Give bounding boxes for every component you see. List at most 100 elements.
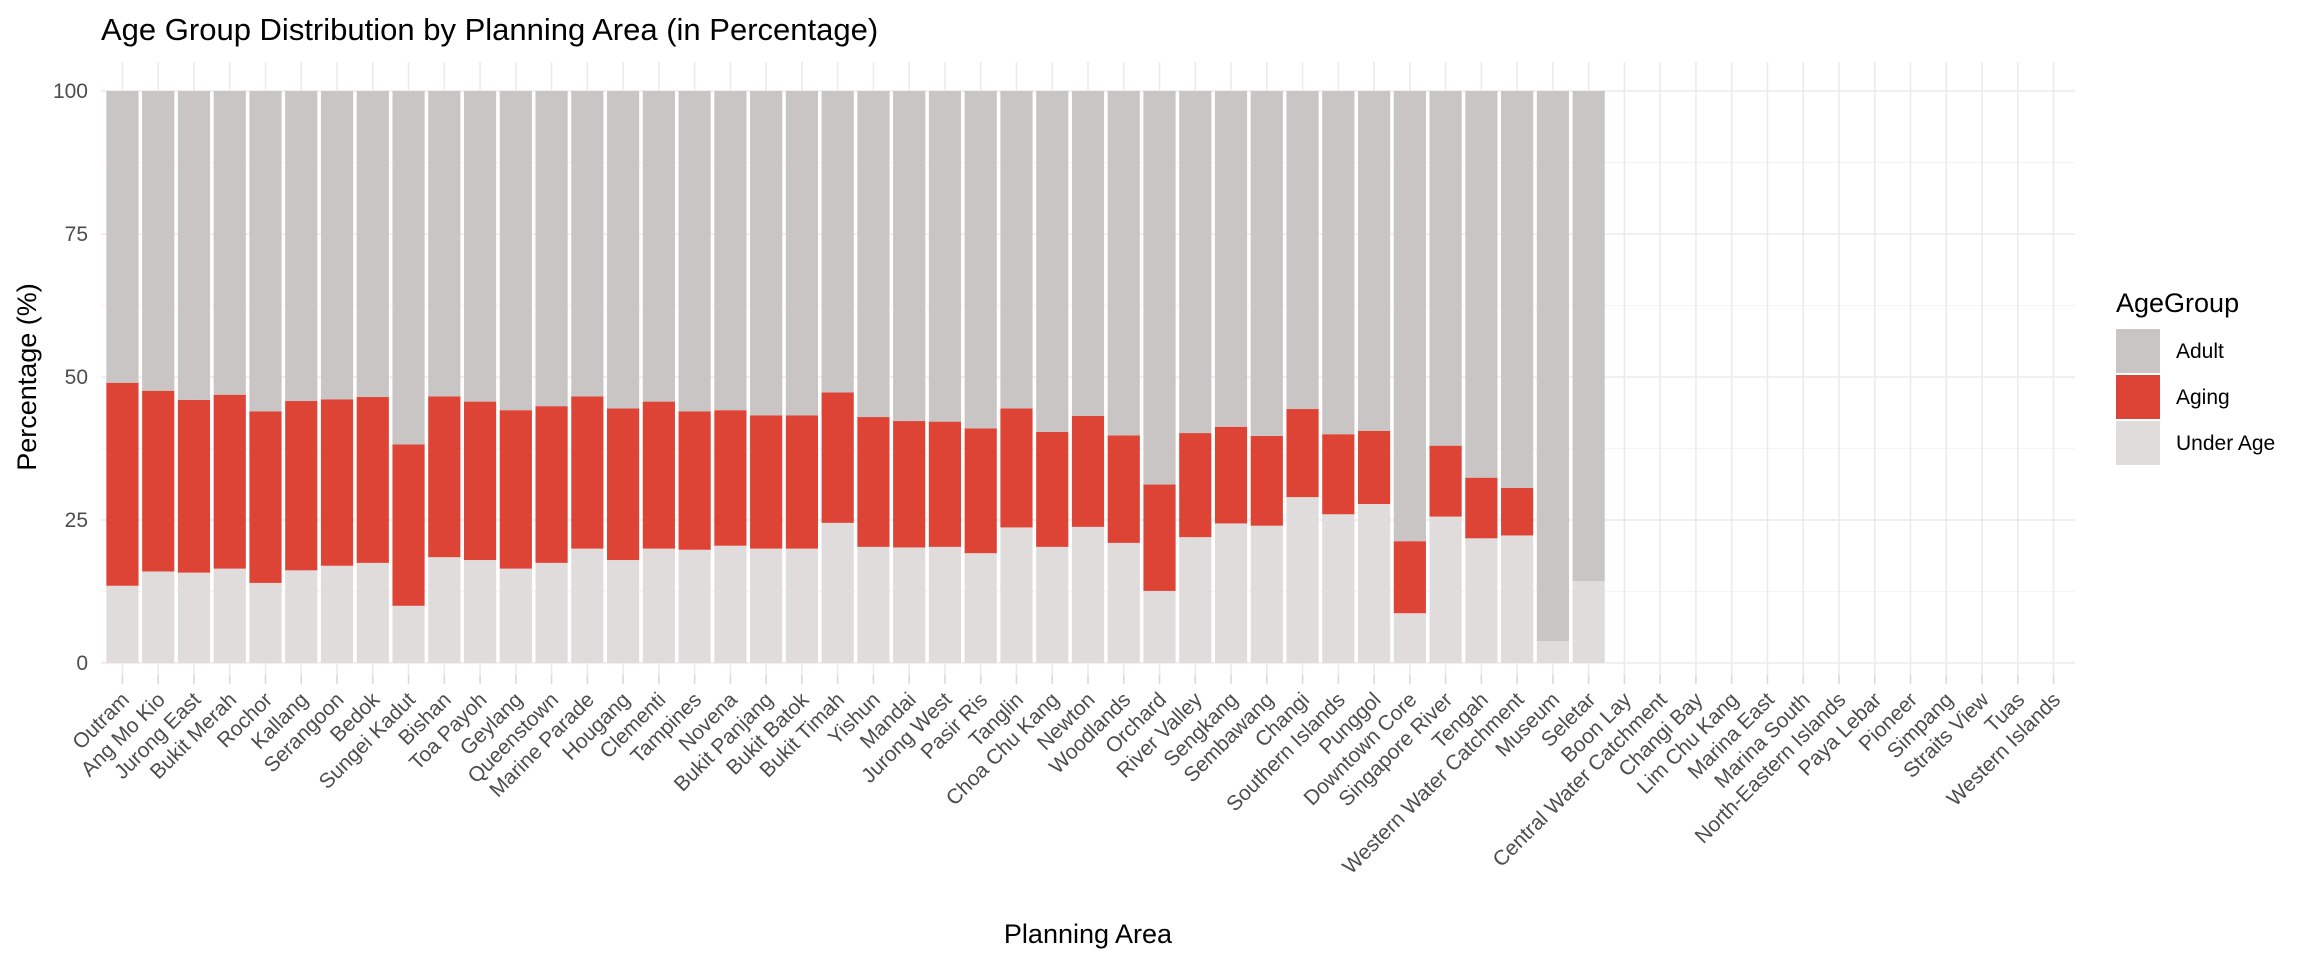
y-tick-label: 0 — [76, 652, 88, 675]
bar-aging — [857, 417, 890, 547]
legend: AgeGroup Adult Aging Under Age — [2116, 288, 2275, 465]
legend-label: Under Age — [2176, 432, 2275, 455]
bar-under-age — [964, 553, 997, 663]
bar-aging — [1501, 487, 1534, 536]
bar-under-age — [142, 571, 175, 663]
bar-aging — [642, 401, 675, 549]
bar-aging — [106, 382, 139, 586]
bar-adult — [213, 91, 246, 395]
bar-under-age — [535, 562, 568, 663]
bar-adult — [1036, 91, 1069, 432]
bar-aging — [177, 399, 211, 573]
bar-aging — [750, 415, 783, 549]
bar-aging — [142, 390, 175, 572]
bar-adult — [392, 91, 425, 445]
bar-under-age — [285, 570, 318, 663]
bar-aging — [785, 415, 818, 549]
bar-under-age — [1036, 546, 1069, 663]
bar-aging — [1322, 434, 1355, 515]
bar-adult — [1429, 91, 1462, 446]
bar-aging — [428, 396, 461, 558]
bar-adult — [571, 91, 604, 397]
bar-under-age — [356, 562, 389, 663]
y-tick-label: 100 — [53, 80, 88, 103]
bar-under-age — [1071, 526, 1105, 663]
bar-adult — [1286, 91, 1319, 410]
bar-aging — [1071, 415, 1105, 527]
bar-under-age — [1286, 497, 1319, 663]
bar-under-age — [213, 568, 246, 663]
bar-under-age — [1501, 535, 1534, 663]
bar-aging — [392, 444, 425, 606]
bar-aging — [285, 401, 318, 571]
bar-aging — [1393, 541, 1426, 614]
bar-aging — [678, 411, 711, 550]
bar-under-age — [714, 545, 747, 663]
bar-under-age — [893, 547, 926, 663]
bar-under-age — [1393, 613, 1426, 663]
bar-adult — [499, 91, 532, 411]
bar-aging — [821, 392, 854, 523]
bar-aging — [1465, 477, 1498, 539]
bar-aging — [1357, 430, 1391, 504]
bar-under-age — [1429, 516, 1462, 663]
bar-aging — [1000, 408, 1033, 528]
bar-adult — [356, 91, 389, 398]
bar-aging — [1179, 433, 1212, 538]
legend-key-under-age — [2116, 421, 2160, 465]
bar-under-age — [392, 605, 425, 663]
bar-under-age — [642, 548, 675, 663]
bar-aging — [571, 396, 604, 549]
bar-adult — [893, 91, 926, 422]
bar-aging — [1286, 409, 1319, 498]
legend-label: Aging — [2176, 386, 2230, 409]
bar-adult — [1501, 91, 1534, 488]
bar-under-age — [1179, 537, 1212, 663]
bar-under-age — [785, 548, 818, 663]
bar-aging — [1250, 435, 1283, 526]
bar-adult — [285, 91, 318, 402]
bar-under-age — [499, 568, 532, 663]
bar-adult — [1357, 91, 1391, 431]
bar-aging — [499, 410, 532, 569]
bar-adult — [463, 91, 497, 402]
bar-adult — [249, 91, 282, 412]
bar-adult — [1107, 91, 1140, 436]
legend-key-aging — [2116, 375, 2160, 419]
bar-under-age — [571, 548, 604, 663]
bar-adult — [1250, 91, 1283, 436]
bar-under-age — [1465, 538, 1498, 663]
y-tick-label: 75 — [65, 223, 88, 246]
bar-adult — [1393, 91, 1426, 542]
bar-adult — [928, 91, 962, 422]
bar-under-age — [1322, 514, 1355, 663]
bar-under-age — [320, 565, 354, 663]
bar-adult — [857, 91, 890, 418]
bar-under-age — [177, 572, 211, 663]
bar-under-age — [428, 557, 461, 663]
bar-under-age — [463, 560, 497, 663]
bar-under-age — [1357, 503, 1391, 663]
bar-adult — [535, 91, 568, 407]
bar-adult — [1322, 91, 1355, 435]
bar-adult — [821, 91, 854, 393]
bar-adult — [785, 91, 818, 416]
bar-aging — [607, 408, 640, 561]
bar-aging — [1143, 484, 1176, 591]
bar-adult — [678, 91, 711, 412]
bar-adult — [714, 91, 747, 411]
y-tick-label: 50 — [65, 366, 88, 389]
bar-aging — [964, 428, 997, 554]
bar-adult — [177, 91, 211, 400]
bar-aging — [249, 411, 282, 583]
bar-adult — [642, 91, 675, 402]
bar-adult — [1071, 91, 1105, 416]
bar-under-age — [1250, 525, 1283, 663]
bar-aging — [356, 397, 389, 563]
bar-adult — [320, 91, 354, 400]
bar-under-age — [1572, 581, 1605, 663]
bar-under-age — [249, 582, 282, 663]
bar-under-age — [607, 560, 640, 663]
